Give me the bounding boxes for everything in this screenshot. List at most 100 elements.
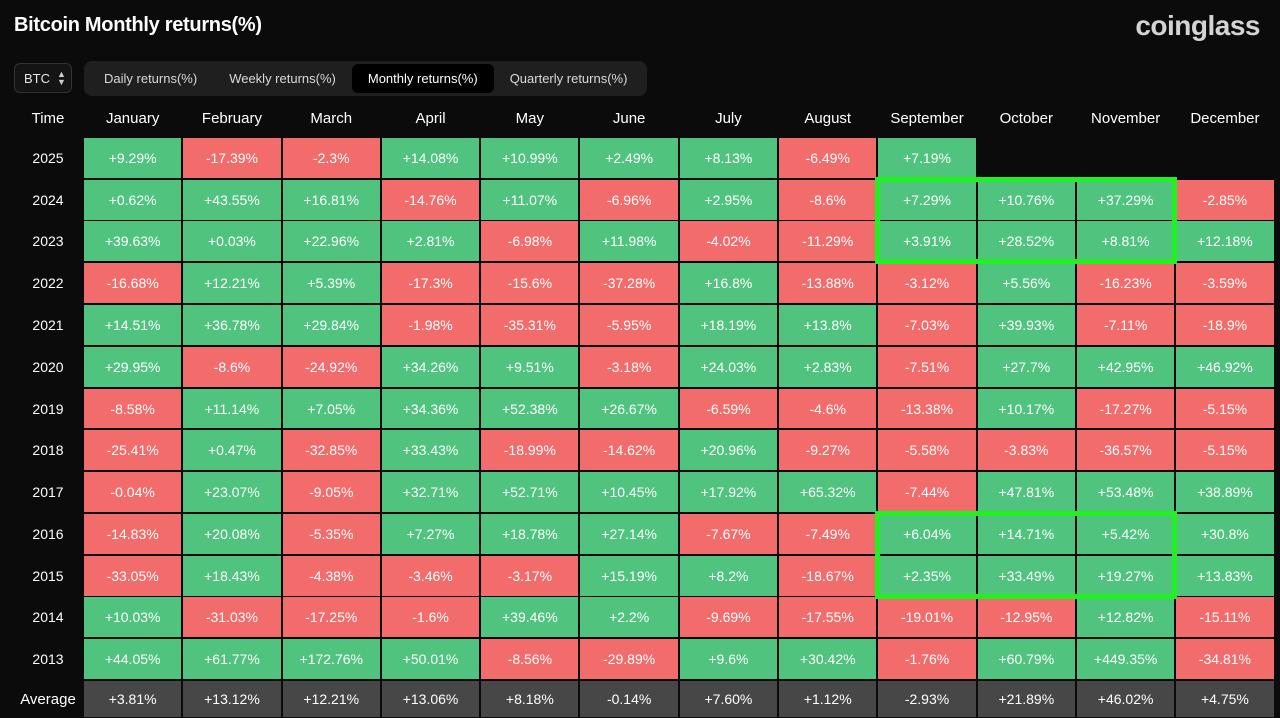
return-cell: +33.43% — [381, 430, 480, 471]
asset-select[interactable]: BTC ▲ ▼ — [14, 63, 72, 93]
return-cell: +39.93% — [977, 305, 1075, 345]
return-cell: -36.57% — [1076, 430, 1175, 471]
return-cell: -17.25% — [282, 597, 380, 638]
average-cell: +21.89% — [977, 681, 1075, 718]
return-cell: +53.48% — [1076, 472, 1175, 513]
return-cell: +12.18% — [1176, 221, 1274, 262]
return-cell: +172.76% — [282, 639, 380, 680]
return-cell: +10.99% — [481, 137, 579, 178]
average-cell: -0.14% — [580, 681, 678, 718]
row-label-2022: 2022 — [32, 275, 64, 292]
return-cell: +5.39% — [282, 263, 380, 304]
return-cell: +43.55% — [183, 179, 281, 220]
return-cell: -5.15% — [1176, 430, 1274, 471]
return-cell: +17.92% — [679, 472, 778, 513]
return-cell: -17.55% — [779, 597, 877, 638]
row-label-2013: 2013 — [32, 651, 64, 668]
return-cell: +33.49% — [977, 555, 1075, 596]
return-cell: -8.6% — [779, 179, 877, 220]
return-cell — [1176, 138, 1273, 178]
average-cell: +7.60% — [679, 681, 778, 718]
return-cell: +22.96% — [282, 221, 380, 262]
return-cell: +52.71% — [481, 472, 579, 513]
column-header-february: February — [201, 109, 262, 127]
return-cell: -13.88% — [779, 263, 877, 304]
asset-select-value: BTC — [24, 70, 50, 86]
return-cell: +6.04% — [878, 513, 976, 554]
average-cell: +8.18% — [481, 681, 579, 718]
tab-weekly-returns[interactable]: Weekly returns(%) — [229, 71, 336, 86]
return-cell — [978, 138, 1075, 178]
average-cell: +12.21% — [282, 681, 380, 718]
column-header-august: August — [804, 109, 852, 127]
row-label-average: Average — [20, 690, 76, 708]
row-label-2017: 2017 — [32, 484, 64, 501]
return-cell: +24.03% — [679, 346, 778, 387]
return-cell: -15.6% — [481, 263, 579, 304]
row-label-2024: 2024 — [32, 191, 64, 208]
return-cell: +27.7% — [977, 346, 1075, 387]
return-cell: +7.19% — [878, 137, 976, 178]
return-cell: +14.08% — [381, 137, 480, 178]
return-cell: -1.76% — [878, 639, 976, 680]
return-cell: -31.03% — [183, 597, 281, 638]
return-cell: +27.14% — [580, 513, 678, 554]
column-header-november: November — [1091, 109, 1161, 127]
row-label-2023: 2023 — [32, 233, 64, 250]
return-cell: -6.98% — [481, 221, 579, 262]
return-cell: +26.67% — [580, 388, 678, 429]
return-cell: -9.27% — [779, 430, 877, 471]
return-cell: -29.89% — [580, 639, 678, 680]
tab-monthly-returns[interactable]: Monthly returns(%) — [351, 64, 494, 93]
return-cell: +13.8% — [779, 305, 877, 345]
return-cell: +19.27% — [1076, 555, 1175, 596]
average-cell: +3.81% — [84, 681, 182, 718]
return-cell: +11.14% — [183, 388, 281, 429]
return-cell: +12.82% — [1076, 597, 1175, 638]
return-cell: +18.78% — [481, 513, 579, 554]
return-cell: +44.05% — [84, 639, 182, 680]
return-cell: +9.6% — [679, 639, 778, 680]
monthly-returns-heatmap: Time January February March April May June July… — [14, 100, 1274, 718]
return-cell: +36.78% — [183, 305, 281, 345]
return-cell: -8.56% — [481, 639, 579, 680]
column-header-may: May — [515, 109, 544, 127]
column-header-october: October — [999, 109, 1053, 127]
return-cell: +47.81% — [977, 472, 1075, 513]
average-cell: +46.02% — [1076, 681, 1175, 718]
return-cell: -18.67% — [779, 555, 877, 596]
return-cell: -7.03% — [878, 305, 976, 345]
return-cell: -37.28% — [580, 263, 678, 304]
return-cell: -8.58% — [84, 388, 182, 429]
return-cell: -7.67% — [679, 513, 778, 554]
return-cell: +29.95% — [84, 346, 182, 387]
row-label-2016: 2016 — [32, 525, 64, 542]
return-period-tabs: Daily returns(%) Weekly returns(%) Monthly… — [84, 61, 648, 96]
return-cell: +61.77% — [183, 639, 281, 680]
return-cell: -6.59% — [679, 388, 778, 429]
return-cell: -33.05% — [84, 555, 182, 596]
row-label-2014: 2014 — [32, 609, 64, 626]
return-cell: +0.03% — [183, 221, 281, 262]
column-header-july: July — [715, 109, 742, 127]
tab-quarterly-returns[interactable]: Quarterly returns(%) — [509, 71, 628, 86]
return-cell: -6.49% — [779, 137, 877, 178]
return-cell: +16.81% — [282, 179, 380, 220]
return-cell: +2.35% — [878, 555, 976, 596]
return-cell: -4.02% — [679, 221, 778, 262]
column-header-march: March — [310, 109, 353, 127]
column-header-september: September — [890, 109, 964, 127]
return-cell: -0.04% — [84, 472, 182, 513]
row-label-2015: 2015 — [32, 567, 64, 584]
tab-daily-returns[interactable]: Daily returns(%) — [104, 71, 198, 86]
return-cell: +9.51% — [481, 346, 579, 387]
return-cell: -16.23% — [1076, 263, 1175, 304]
return-cell: +18.19% — [679, 305, 778, 345]
return-cell: -3.83% — [977, 430, 1075, 471]
return-cell: -11.29% — [779, 221, 877, 262]
return-cell: +23.07% — [183, 472, 281, 513]
return-cell: -14.62% — [580, 430, 678, 471]
return-cell: -17.3% — [381, 263, 480, 304]
return-cell: -32.85% — [282, 430, 380, 471]
return-cell: -3.17% — [481, 555, 579, 596]
